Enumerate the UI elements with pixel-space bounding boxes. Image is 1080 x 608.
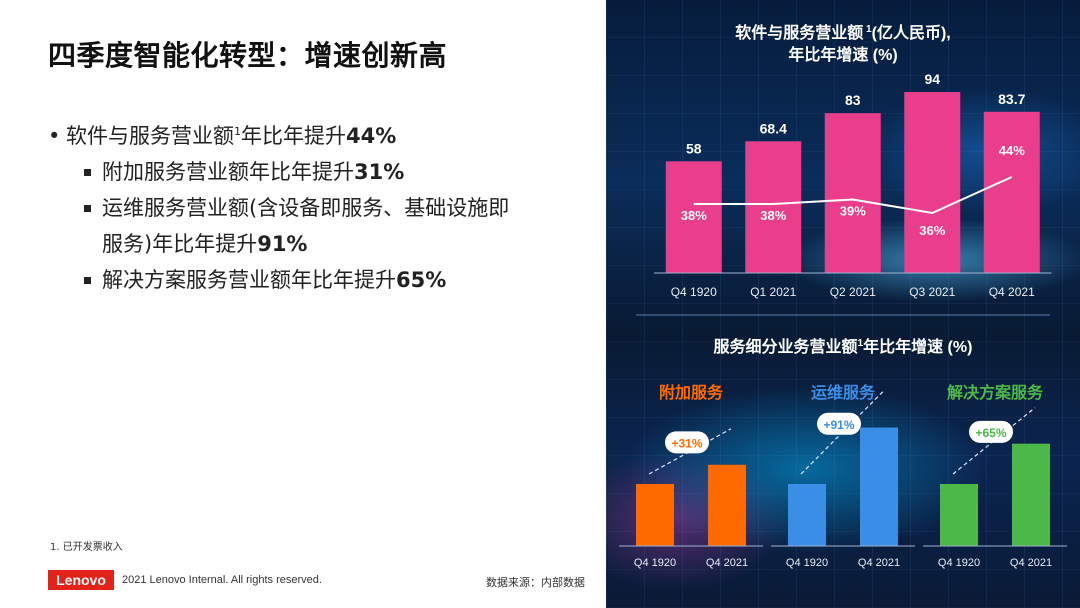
bullet-sub-1: 附加服务营业额年比年提升31% (48, 154, 608, 190)
lenovo-logo: Lenovo (48, 570, 114, 590)
chart2-category-label: Q4 1920 (786, 557, 828, 569)
background-grid (606, 0, 1080, 608)
chart-panel: 软件与服务营业额 1(亿人民币), 年比年增速 (%) 58 Q4 1920 68.4 Q… (606, 0, 1080, 608)
bullet-sub-text: 运维服务营业额(含设备即服务、基础设施即 (102, 196, 510, 220)
footnote: 1. 已开发票收入 (50, 542, 123, 553)
bullet-sub-2: 运维服务营业额(含设备即服务、基础设施即 服务)年比年提升91% (48, 190, 608, 262)
chart2-bar (860, 427, 898, 546)
chart2-badge-label: +65% (975, 426, 1006, 440)
bullet-sub-value: 65% (396, 268, 447, 292)
chart2-title: 服务细分业务营业额1年比年增速 (%) (714, 337, 973, 356)
bullet-sub-value: 31% (354, 160, 405, 184)
bullet-sub-text: 解决方案服务营业额年比年提升 (102, 268, 396, 292)
chart1-category-label: Q4 1920 (671, 285, 717, 299)
chart2-title-sup: 1 (858, 338, 864, 349)
chart2-category-label: Q4 2021 (858, 557, 900, 569)
chart1-title-sup: 1 (863, 24, 872, 35)
chart1-category-label: Q2 2021 (830, 285, 876, 299)
chart1-value-label: 94 (924, 71, 940, 87)
page-title: 四季度智能化转型：增速创新高 (48, 39, 448, 72)
chart2-badge (969, 420, 1013, 443)
chart1-bar (665, 161, 722, 273)
chart1-growth-label: 38% (760, 208, 786, 223)
chart1-value-label: 68.4 (760, 120, 787, 136)
chart2-bar (708, 464, 746, 546)
chart1-bar (824, 113, 881, 274)
chart2-bar (636, 484, 674, 546)
chart2-bar (788, 484, 826, 546)
bullet-main: 软件与服务营业额1年比年提升44% (48, 118, 608, 154)
chart2-category-label: Q4 1920 (634, 557, 676, 569)
chart1-value-label: 83.7 (998, 91, 1025, 107)
chart2-title-text-2: 年比年增速 (%) (863, 337, 972, 356)
bullet-sub-text-2: 服务)年比年提升 (102, 232, 258, 256)
chart2-category-label: Q4 2021 (706, 557, 748, 569)
chart1-growth-label: 44% (999, 143, 1025, 158)
chart1-value-label: 58 (686, 140, 702, 156)
chart2-title-text: 服务细分业务营业额 (714, 337, 858, 356)
bullet-list: 软件与服务营业额1年比年提升44% 附加服务营业额年比年提升31% 运维服务营业… (48, 118, 608, 298)
chart2-bar (1012, 443, 1050, 546)
chart1-category-label: Q4 2021 (989, 285, 1035, 299)
chart1-bar (983, 111, 1040, 273)
chart1-growth-line (693, 176, 1013, 215)
bullet-main-value: 44% (346, 124, 397, 148)
chart2-group-label: 运维服务 (811, 383, 876, 402)
footnote-ref: 1 (234, 125, 241, 138)
chart1-subtitle: 年比年增速 (%) (788, 45, 897, 64)
chart1-title-text: 软件与服务营业额 (735, 23, 863, 42)
chart1-growth-label: 36% (919, 223, 945, 238)
chart1-category-label: Q3 2021 (909, 285, 955, 299)
chart2-category-label: Q4 1920 (938, 557, 980, 569)
bullet-main-text: 软件与服务营业额 (66, 124, 234, 148)
copyright: 2021 Lenovo Internal. All rights reserve… (122, 574, 322, 586)
chart2-badge (665, 431, 709, 454)
bullet-sub-3: 解决方案服务营业额年比年提升65% (48, 262, 608, 298)
chart1-value-label: 83 (845, 92, 861, 108)
chart1-growth-label: 39% (840, 204, 866, 219)
chart1-growth-label: 38% (681, 208, 707, 223)
chart2-group-label: 附加服务 (659, 383, 724, 402)
chart2-bar (940, 484, 978, 546)
bullet-sub-text: 附加服务营业额年比年提升 (102, 160, 354, 184)
chart2-badge-label: +31% (671, 436, 702, 450)
chart2-badge (817, 412, 861, 435)
chart2-category-label: Q4 2021 (1010, 557, 1052, 569)
chart1-bar (904, 92, 961, 273)
chart2-badge-label: +91% (823, 418, 854, 432)
chart1-bar (745, 141, 802, 273)
chart2-trend-line (648, 428, 732, 475)
chart1-category-label: Q1 2021 (750, 285, 796, 299)
data-source: 数据来源：内部数据 (486, 576, 585, 589)
chart2-group-label: 解决方案服务 (947, 383, 1044, 402)
bullet-main-text-2: 年比年提升 (241, 124, 346, 148)
chart1-title: 软件与服务营业额 1(亿人民币), (735, 23, 950, 42)
chart1-title-unit: (亿人民币), (872, 23, 951, 42)
bullet-sub-value: 91% (257, 232, 308, 256)
